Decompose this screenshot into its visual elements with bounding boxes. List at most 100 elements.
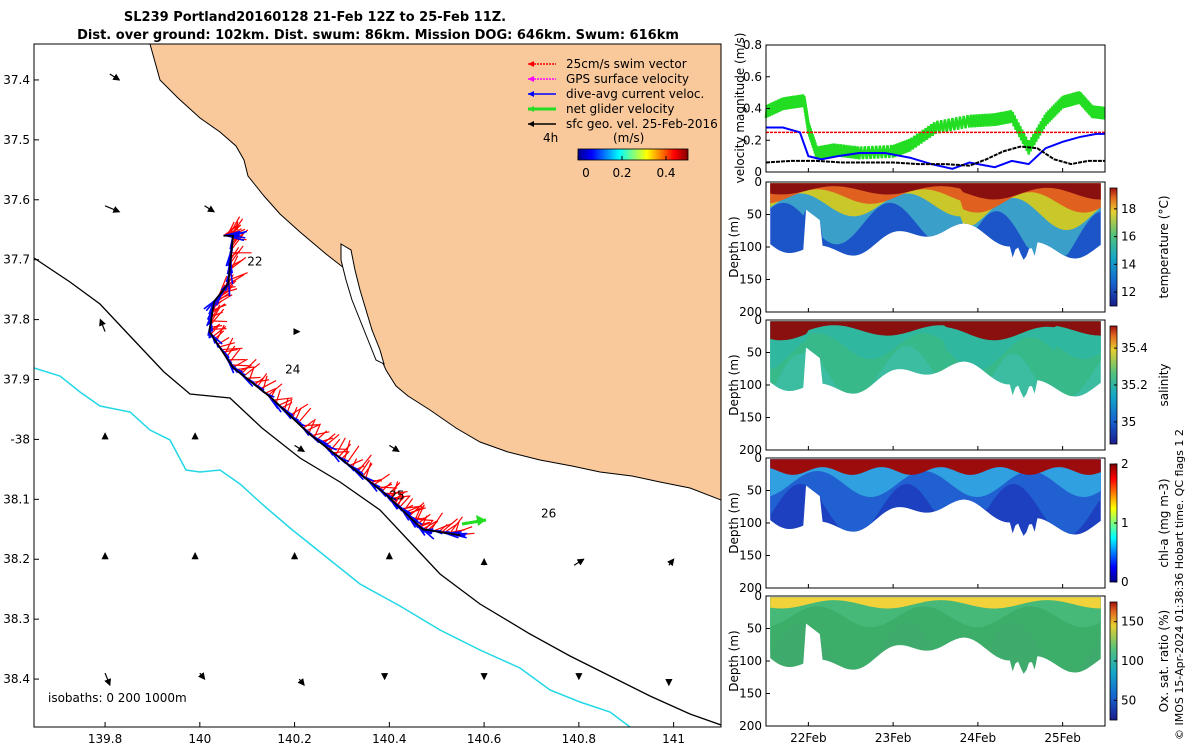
chla-y-tick-label: 50 [747,484,762,498]
swim-vector [305,423,321,432]
swim-vector [394,492,402,504]
geo-velocity-arrow [573,558,585,566]
swim-vector [223,337,234,355]
map-y-tick-label: 37.9 [3,373,30,387]
time-tick-label: 22Feb [790,731,827,745]
temperature-y-tick-label: 50 [747,208,762,222]
chla-y-tick-label: 150 [739,549,762,563]
swim-vector [229,348,241,363]
swim-vector [230,246,240,261]
chla-y-tick-label: 100 [739,516,762,530]
velocity-y-tick-label: 0 [754,165,762,179]
swim-vector [449,516,463,534]
velocity-series-line [764,91,1106,160]
swim-vector [262,375,268,392]
temperature-colorbar-tick-label: 18 [1121,202,1136,216]
map-x-tick-label: 140.6 [467,732,501,746]
swim-vector [349,459,364,467]
velocity-y-tick-label: 0.2 [743,133,762,147]
swim-vector [418,521,431,527]
oxygen-panel: 0 50 100 150 200 Depth (m) 50 100 150 Ox. sat. ra… [727,589,1171,733]
geo-velocity-arrow [297,678,305,687]
swim-vector [430,512,443,531]
oxygen-variable-label: Ox. sat. ratio (%) [1157,610,1171,712]
map-y-tick-label: 38.1 [3,492,30,506]
swim-vector [248,366,255,381]
map-y-tick-label: 37.5 [3,133,30,147]
salinity-y-tick-label: 200 [739,443,762,457]
swim-vector [370,478,381,484]
geo-velocity-arrow [104,672,111,687]
map-x-tick-label: 140.8 [562,732,596,746]
swim-vector [308,418,316,434]
glider-track [208,234,461,537]
swim-vector [222,348,238,353]
swim-vector [386,482,401,497]
salinity-y-tick-label: 150 [739,411,762,425]
chla-y-tick-label: 0 [754,451,762,465]
swim-vector [316,430,328,441]
temperature-variable-label: temperature (°C) [1157,196,1171,299]
swim-vector [399,495,411,508]
map-y-tick-label: 38.4 [3,672,30,686]
swim-vector [265,387,276,394]
isobath-1000m [34,367,631,727]
chla-colorbar-tick-label: 0 [1121,575,1129,589]
legend-arrowhead [528,61,534,67]
velocity-y-tick-label: 0.4 [743,102,762,116]
temperature-y-tick-label: 100 [739,240,762,254]
map-y-tick-label: 37.6 [3,193,30,207]
salinity-y-tick-label: 0 [754,313,762,327]
day-labels: 22 24 25 26 [247,255,556,521]
swim-vector [362,463,373,477]
chla-ylabel: Depth (m) [727,492,741,553]
time-tick-label: 23Feb [875,731,912,745]
swim-vector [283,397,289,411]
geo-velocity-arrow [104,205,121,213]
legend-label: 25cm/s swim vector [566,57,687,71]
swim-vector [408,502,425,517]
net-velocity-arrowhead [476,515,486,526]
day-label: 24 [285,363,300,377]
velocity-y-tick-label: 0.8 [743,38,762,52]
legend-colorbar-tick-label: 0 [582,166,590,180]
salinity-ylabel: Depth (m) [727,354,741,415]
oxygen-colorbar-tick-label: 50 [1121,693,1136,707]
time-tick-label: 25Feb [1044,731,1081,745]
map-y-tick-label: 38.2 [3,552,30,566]
legend-label: net glider velocity [566,102,674,116]
salinity-panel: 0 50 100 150 200 Depth (m) 35 35.2 35.4 salinity [727,313,1171,457]
salinity-band [770,321,1101,341]
swim-vector [228,216,241,237]
isobath-200m [34,257,721,726]
swim-vector [346,445,360,464]
chla-band [770,459,1101,475]
geo-velocity-arrow [198,672,206,681]
legend-time-label: 4h [543,131,558,145]
figure-title-line2: Dist. over ground: 102km. Dist. swum: 86… [77,28,679,43]
geo-velocity-arrow [99,318,106,332]
map-y-tick-label: -38 [10,432,30,446]
map-y-tick-label: 37.8 [3,313,30,327]
velocity-ylabel: velocity magnitude (m/s) [733,33,747,184]
swim-vector [256,373,268,388]
oxygen-colorbar-tick-label: 100 [1121,654,1144,668]
swim-vector [210,326,219,335]
legend-arrowhead [528,106,534,112]
temperature-panel: 0 50 100 150 200 Depth (m) 12 14 16 18 temperature… [727,175,1171,319]
chla-y-tick-label: 200 [739,581,762,595]
legend-arrowhead [528,76,534,82]
swim-vector [259,380,277,390]
legend-arrowhead [528,91,534,97]
swim-vector [365,462,372,479]
map-frame [33,43,722,728]
swim-vector [243,362,261,377]
swim-vector [303,419,315,429]
swim-vector [376,486,398,489]
map-x-tick-label: 140.2 [277,732,311,746]
map-y-axis: 37.4 37.5 37.6 37.7 37.8 37.9 -38 38.1 38.2 38.3 3… [3,73,39,686]
island [340,243,385,365]
swim-vector [378,483,393,490]
oxygen-y-tick-label: 0 [754,589,762,603]
swim-vector [212,303,226,313]
